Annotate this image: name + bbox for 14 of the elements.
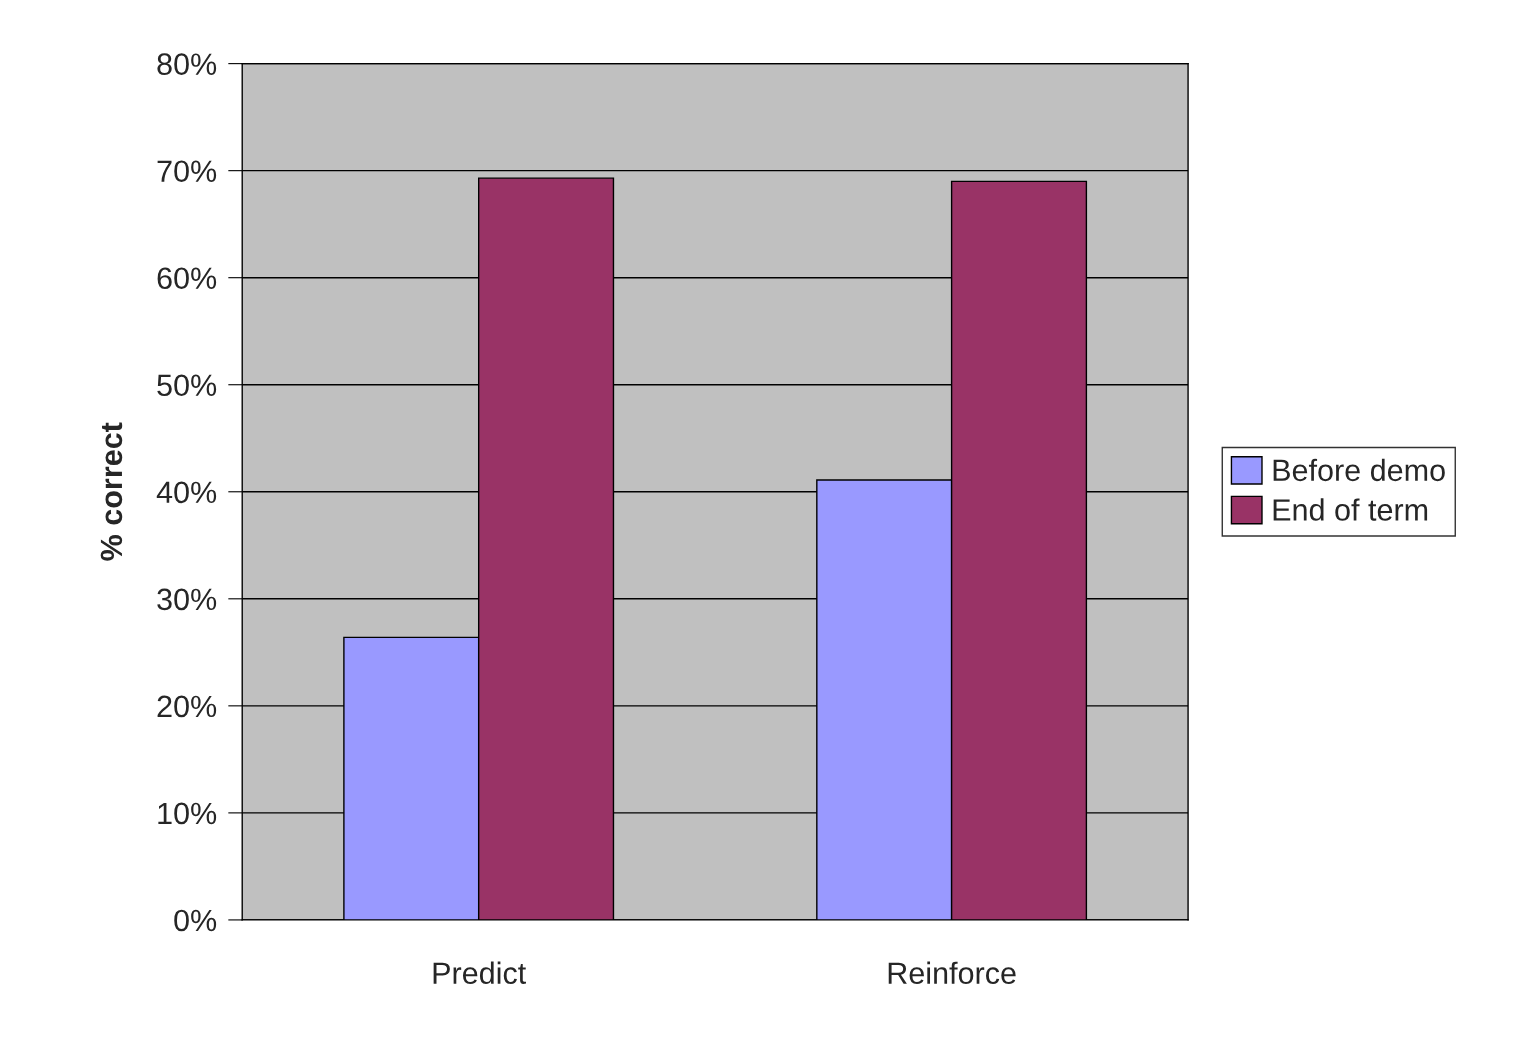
x-tick-label: Reinforce [888,961,1016,985]
y-tick-label: 20% [157,695,217,718]
legend-label: End of term [1273,498,1428,521]
y-tick-label: 0% [174,909,217,932]
y-tick-label: 10% [158,802,217,825]
y-tick-label: 70% [157,160,217,183]
y-tick-label: 50% [157,374,217,397]
y-axis-title: % correct [100,422,123,561]
y-tick-label: 80% [157,53,217,75]
y-tick-label: 30% [157,588,217,611]
y-tick-label: 60% [157,267,217,290]
legend-label: Before demo [1273,458,1445,482]
y-tick-label: 40% [156,481,217,504]
x-tick-label: Predict [433,961,527,985]
